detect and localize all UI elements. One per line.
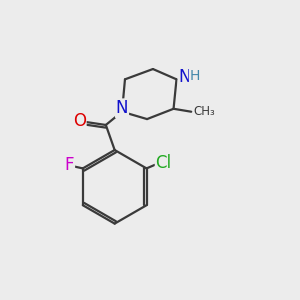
Text: CH₃: CH₃ [194,105,215,118]
Text: Cl: Cl [156,154,172,172]
Text: O: O [73,112,86,130]
Text: N: N [178,68,191,86]
Text: F: F [65,157,74,175]
Text: H: H [190,69,200,83]
Text: N: N [116,99,128,117]
